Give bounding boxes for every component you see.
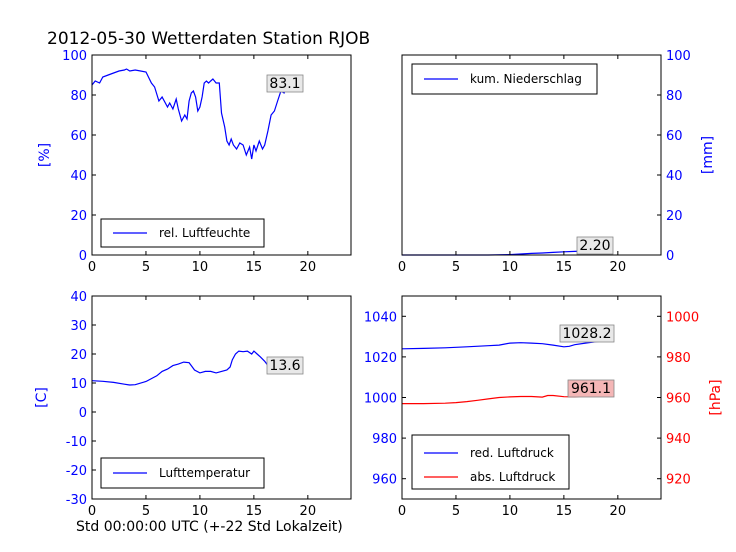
y-tick-label: 100 [666, 49, 691, 64]
x-tick-label: 15 [556, 260, 573, 275]
y-tick-label: 30 [70, 319, 87, 334]
y-tick-label: 20 [70, 209, 87, 224]
y-axis-label: [C] [34, 387, 50, 408]
y-tick-label: 20 [70, 348, 87, 363]
x-tick-label: 15 [246, 504, 263, 519]
x-tick-label: 0 [398, 260, 406, 275]
y-tick-label: 80 [70, 89, 87, 104]
value-annotation-box [559, 324, 615, 343]
y-tick-label: 960 [666, 392, 691, 407]
y-tick-label: 1040 [364, 310, 397, 325]
value-annotation: 1028.2 [563, 326, 612, 342]
y-tick-label: -10 [66, 435, 87, 450]
x-tick-label: 20 [610, 260, 627, 275]
x-tick-label: 10 [192, 504, 209, 519]
legend-label: rel. Luftfeuchte [159, 226, 250, 240]
y-axis-label-right: [hPa] [708, 379, 724, 415]
value-annotation: 13.6 [269, 358, 300, 374]
panel-pressure: 0 5 10 15 20 960 980 1000 1020 1040 920 940 960 980 10… [364, 295, 724, 519]
value-annotation: 83.1 [269, 76, 300, 92]
x-tick-label: 5 [452, 260, 460, 275]
value-annotation: 961.1 [571, 381, 611, 397]
value-annotation-box [576, 236, 614, 255]
value-annotation: 2.20 [579, 238, 610, 254]
y-axis-label: [mm] [700, 136, 716, 174]
x-tick-label: 0 [88, 260, 96, 275]
x-tick-label: 20 [300, 504, 317, 519]
y-tick-label: 40 [70, 169, 87, 184]
x-tick-label: 0 [398, 504, 406, 519]
y-tick-label: 60 [666, 129, 683, 144]
panel-temperature: 0 5 10 15 20 -30 -20 -10 0 10 20 30 40 [C] Lufttempera… [34, 290, 352, 519]
y-tick-label: 10 [70, 377, 87, 392]
plot-frame [401, 54, 662, 256]
x-tick-label: 0 [88, 504, 96, 519]
legend [411, 434, 570, 490]
y-tick-label: 960 [372, 473, 397, 488]
x-tick-label: 20 [610, 504, 627, 519]
y-tick-label: 1000 [364, 392, 397, 407]
plot-frame [91, 295, 352, 500]
x-tick-label: 15 [556, 504, 573, 519]
y-tick-label: 40 [666, 169, 683, 184]
y-tick-label: -20 [66, 464, 87, 479]
x-tick-label: 5 [452, 504, 460, 519]
legend-label: abs. Luftdruck [470, 470, 555, 484]
value-annotation-box [567, 379, 615, 398]
x-tick-label: 10 [192, 260, 209, 275]
y-tick-label: 40 [70, 290, 87, 305]
y-tick-label: 0 [79, 406, 87, 421]
y-tick-label: 60 [70, 129, 87, 144]
figure-title: 2012-05-30 Wetterdaten Station RJOB [47, 29, 370, 49]
x-tick-label: 5 [142, 260, 150, 275]
y-tick-label: 0 [666, 249, 674, 264]
y-tick-label: 1020 [364, 351, 397, 366]
series-line [91, 350, 301, 386]
y-tick-label: 940 [666, 432, 691, 447]
legend-label: red. Luftdruck [470, 446, 554, 460]
x-tick-label: 20 [300, 260, 317, 275]
y-tick-label: 980 [372, 432, 397, 447]
x-tick-label: 5 [142, 504, 150, 519]
y-tick-label: 920 [666, 473, 691, 488]
y-axis-label: [%] [37, 143, 53, 167]
panel-precipitation: 0 5 10 15 20 0 20 40 60 80 100 [mm] kum. Niederschla… [398, 49, 716, 275]
panel-humidity: 0 5 10 15 20 0 20 40 60 80 100 [%] rel. Luftfeuchte 8… [37, 49, 352, 275]
plot-frame [91, 54, 352, 256]
x-tick-label: 10 [502, 260, 519, 275]
series-line [401, 339, 611, 350]
y-tick-label: 20 [666, 209, 683, 224]
y-tick-label: 980 [666, 351, 691, 366]
y-tick-label: 1000 [666, 310, 699, 325]
value-annotation-box [266, 356, 304, 375]
x-axis-label: Std 00:00:00 UTC (+-22 Std Lokalzeit) [76, 519, 343, 535]
y-tick-label: -30 [66, 493, 87, 508]
legend-label: kum. Niederschlag [470, 72, 582, 86]
y-tick-label: 100 [62, 49, 87, 64]
y-tick-label: 0 [79, 249, 87, 264]
x-tick-label: 15 [246, 260, 263, 275]
x-tick-label: 10 [502, 504, 519, 519]
value-annotation-box [266, 74, 304, 93]
y-tick-label: 80 [666, 89, 683, 104]
series-line [91, 68, 301, 160]
legend-label: Lufttemperatur [159, 466, 250, 480]
